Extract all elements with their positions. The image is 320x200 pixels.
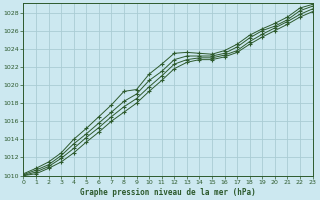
- X-axis label: Graphe pression niveau de la mer (hPa): Graphe pression niveau de la mer (hPa): [80, 188, 256, 197]
